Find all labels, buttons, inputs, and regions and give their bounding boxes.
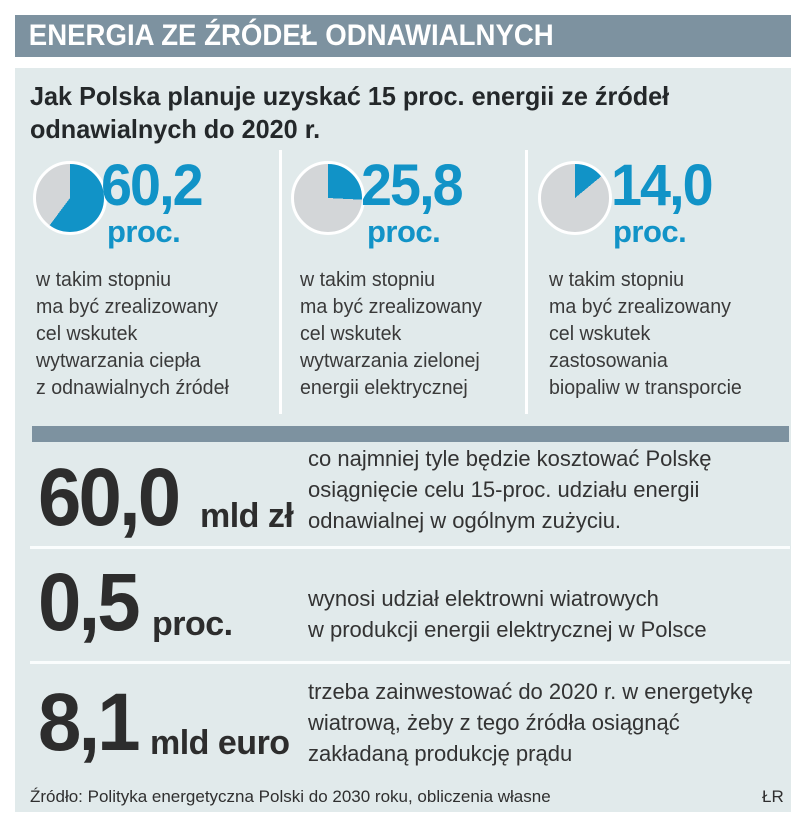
- stat-desc-line: osiągnięcie celu 15-proc. udziału energi…: [308, 477, 700, 502]
- section-divider-bar: [32, 426, 789, 442]
- stat-value: 8,1: [38, 677, 141, 768]
- stat-desc-line: w produkcji energii elektrycznej w Polsc…: [308, 617, 707, 642]
- pie-desc-line: energii elektrycznej: [300, 377, 468, 399]
- pie-desc-line: cel wskutek: [549, 323, 651, 345]
- subtitle-line: Jak Polska planuje uzyskać 15 proc. ener…: [30, 81, 670, 111]
- pie-desc-line: ma być zrealizowany: [36, 296, 218, 318]
- pie-desc-line: cel wskutek: [36, 323, 138, 345]
- pie-desc-line: wytwarzania ciepła: [36, 350, 201, 372]
- pie-chart-heat-share: [33, 161, 107, 235]
- pie-unit: proc.: [367, 214, 441, 249]
- pie-desc-line: w takim stopniu: [300, 269, 436, 291]
- stat-value: 60,0: [38, 452, 181, 543]
- pie-value: 25,8: [361, 153, 464, 218]
- row-divider: [30, 546, 790, 549]
- stat-desc-line: wynosi udział elektrowni wiatrowych: [308, 586, 659, 611]
- subtitle: Jak Polska planuje uzyskać 15 proc. ener…: [30, 80, 669, 146]
- column-divider: [525, 150, 528, 414]
- pie-chart-green-electricity-share: [291, 161, 365, 235]
- pie-description: w takim stopniu ma być zrealizowany cel …: [300, 267, 482, 402]
- pie-description: w takim stopniu ma być zrealizowany cel …: [36, 267, 229, 402]
- pie-desc-line: z odnawialnych źródeł: [36, 377, 229, 399]
- pie-desc-line: ma być zrealizowany: [549, 296, 731, 318]
- infographic-title: ENERGIA ZE ŹRÓDEŁ ODNAWIALNYCH: [28, 19, 554, 52]
- stat-description: trzeba zainwestować do 2020 r. w energet…: [308, 676, 753, 769]
- stat-unit: mld euro: [150, 724, 290, 762]
- pie-desc-line: w takim stopniu: [36, 269, 172, 291]
- column-divider: [279, 150, 282, 414]
- stat-desc-line: wiatrową, żeby z tego źródła osiągnąć: [308, 710, 680, 735]
- pie-unit: proc.: [613, 214, 687, 249]
- stat-desc-line: zakładaną produkcję prądu: [308, 741, 573, 766]
- pie-desc-line: ma być zrealizowany: [300, 296, 482, 318]
- stat-desc-line: co najmniej tyle będzie kosztować Polskę: [308, 446, 712, 471]
- stat-value: 0,5: [38, 557, 141, 648]
- pie-desc-line: cel wskutek: [300, 323, 402, 345]
- subtitle-line: odnawialnych do 2020 r.: [30, 114, 321, 144]
- pie-desc-line: biopaliw w transporcie: [549, 377, 742, 399]
- stat-description: wynosi udział elektrowni wiatrowych w pr…: [308, 583, 707, 645]
- author-initials: ŁR: [762, 787, 784, 806]
- pie-chart-biofuels-share: [538, 161, 612, 235]
- title-bar: ENERGIA ZE ŹRÓDEŁ ODNAWIALNYCH: [15, 15, 791, 57]
- row-divider: [30, 661, 790, 664]
- pie-desc-line: w takim stopniu: [549, 269, 685, 291]
- pie-value: 60,2: [101, 153, 204, 218]
- stat-desc-line: odnawialnej w ogólnym zużyciu.: [308, 508, 622, 533]
- pie-unit: proc.: [107, 214, 181, 249]
- pie-description: w takim stopniu ma być zrealizowany cel …: [549, 267, 742, 402]
- stat-description: co najmniej tyle będzie kosztować Polskę…: [308, 443, 712, 536]
- pie-desc-line: wytwarzania zielonej: [300, 350, 480, 372]
- stat-unit: mld zł: [200, 497, 294, 535]
- stat-desc-line: trzeba zainwestować do 2020 r. w energet…: [308, 679, 754, 704]
- pie-desc-line: zastosowania: [549, 350, 668, 372]
- stat-unit: proc.: [152, 605, 233, 643]
- pie-value: 14,0: [611, 153, 714, 218]
- source-note: Źródło: Polityka energetyczna Polski do …: [30, 787, 551, 806]
